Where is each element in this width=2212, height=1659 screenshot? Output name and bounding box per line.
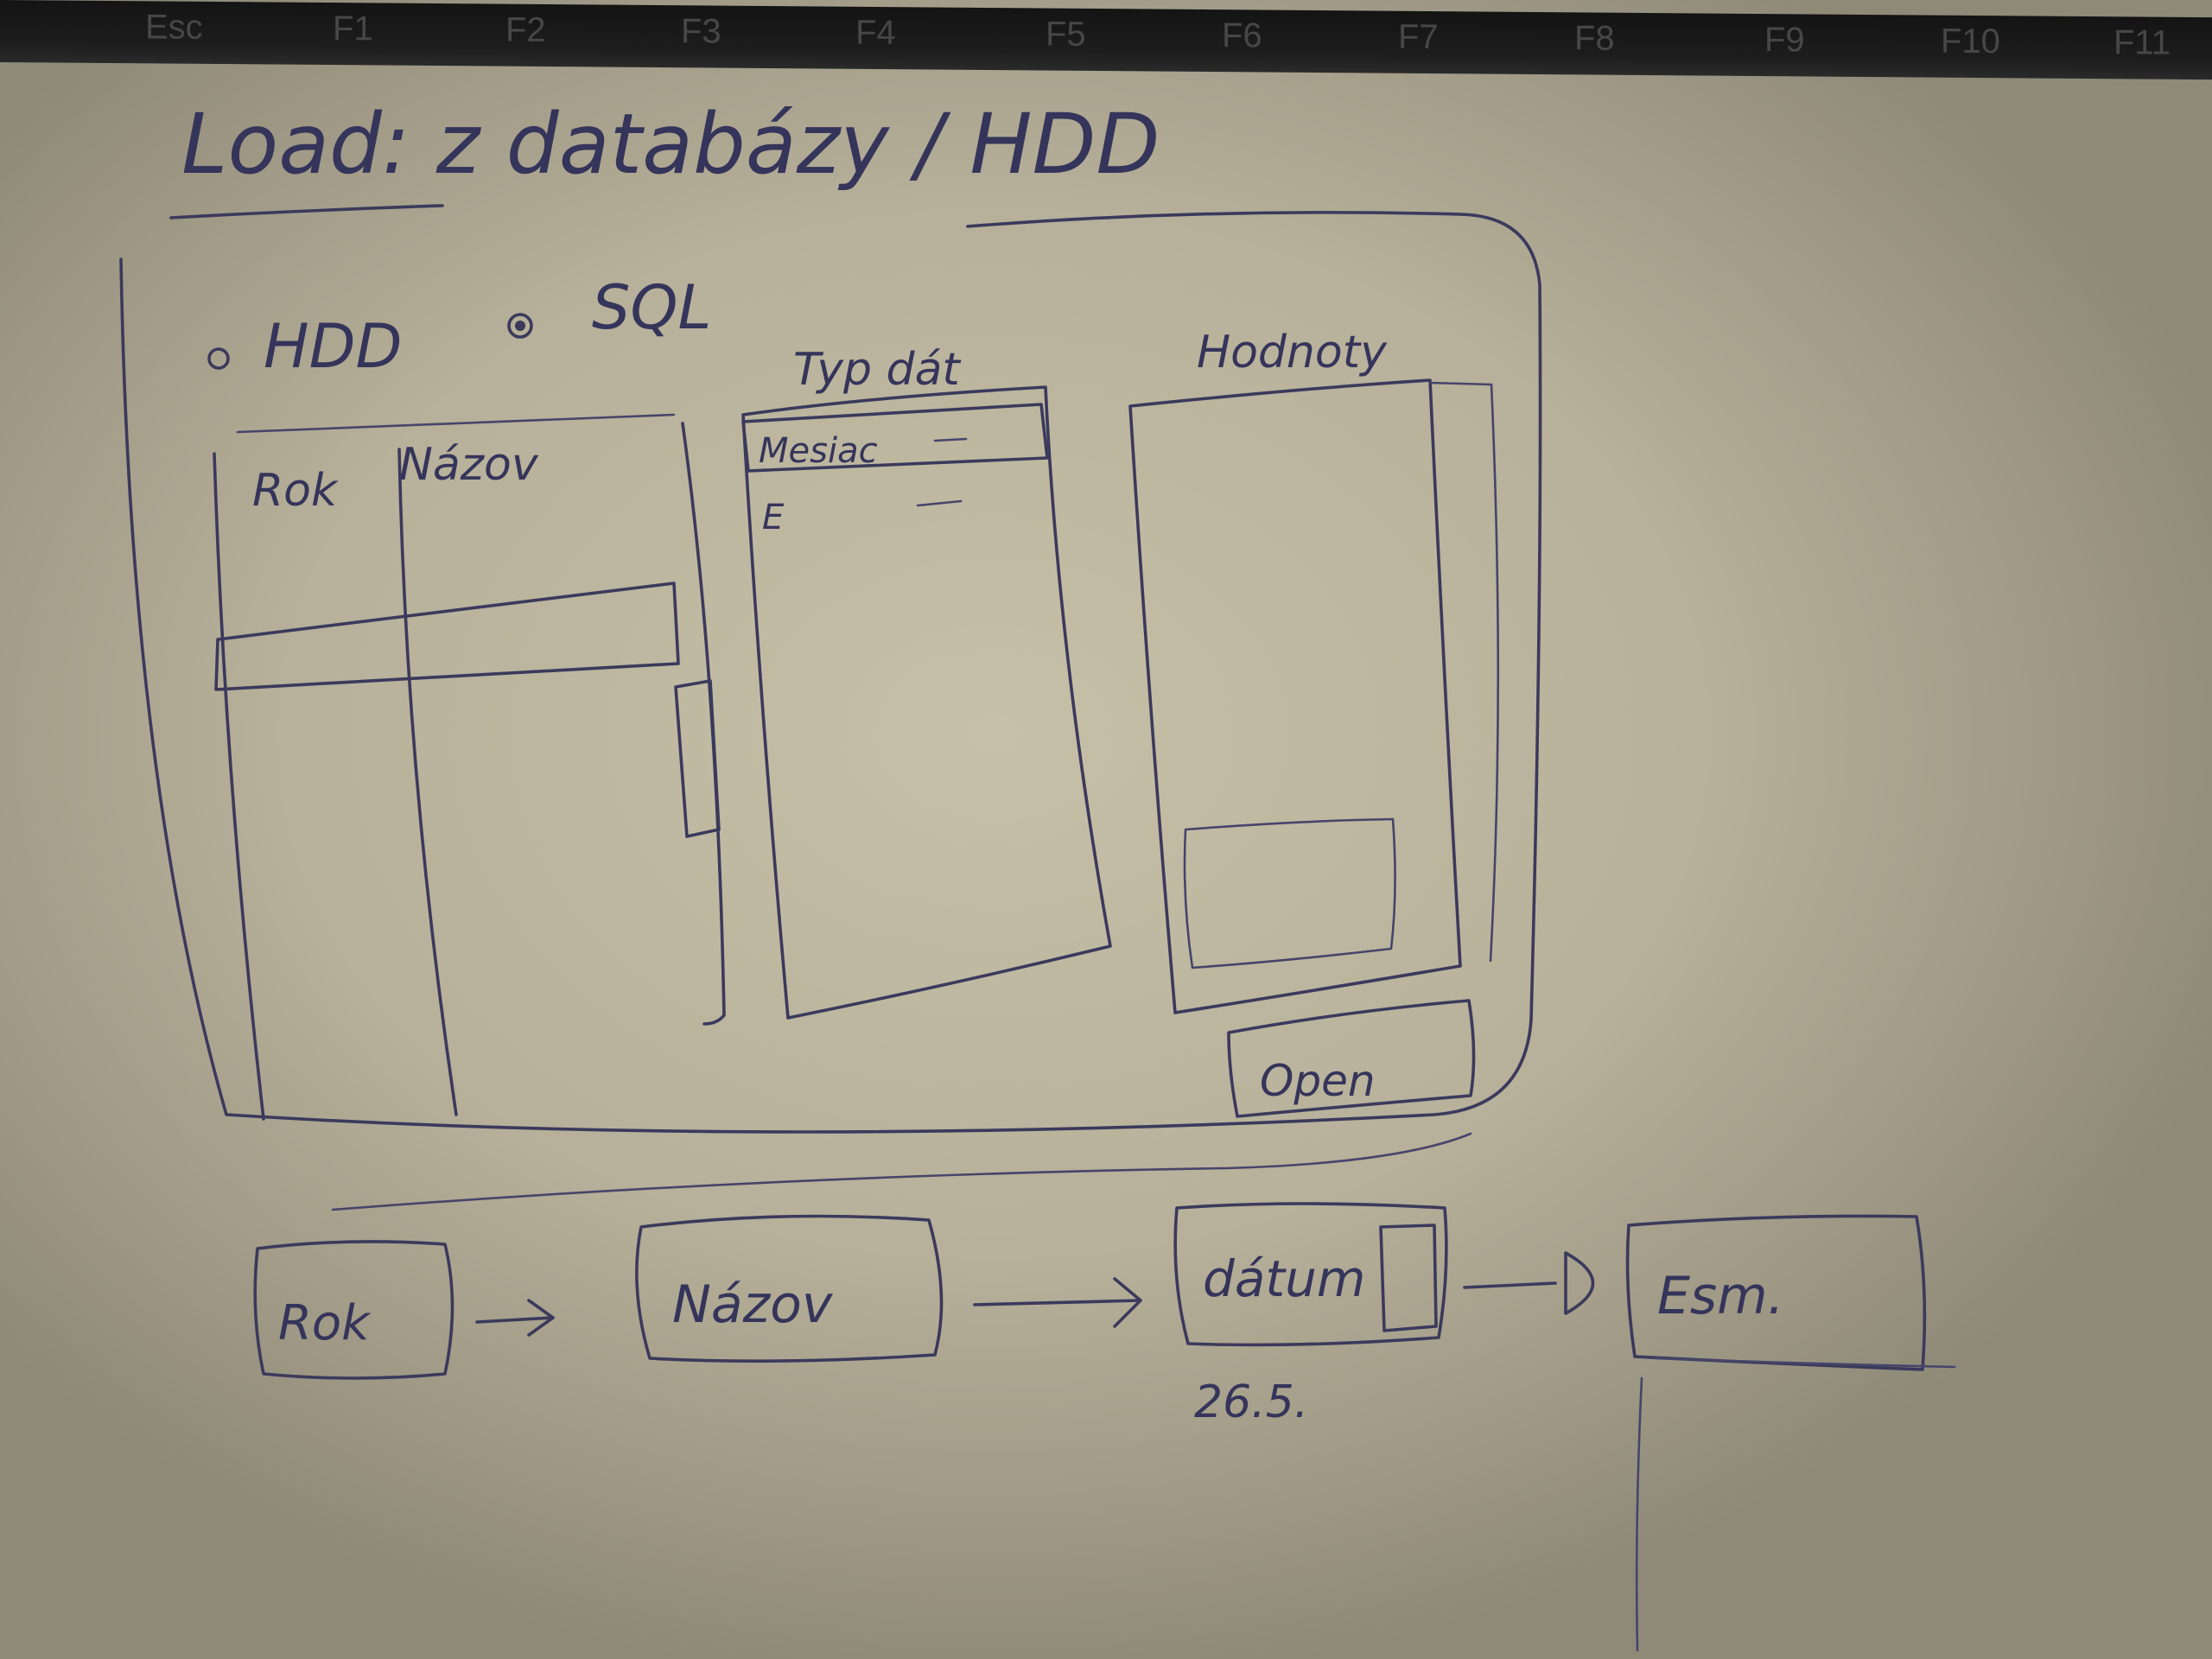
radio-hdd-label: HDD	[264, 311, 402, 382]
flow-arrow-2	[973, 1277, 1142, 1328]
flow-arrow-1	[475, 1299, 555, 1337]
preview-header: Hodnoty	[1197, 327, 1388, 378]
frame-shadow	[331, 1132, 1472, 1211]
table-selected-row[interactable]	[214, 582, 680, 691]
flow-box-esm-underline	[1653, 1357, 1956, 1369]
list-selected-row[interactable]	[741, 403, 1049, 473]
list-row-2-value	[916, 499, 963, 507]
data-type-list: Typ dát Mesiac E	[741, 344, 1112, 1020]
title-underline	[169, 204, 444, 219]
flow-box-datum-stepper[interactable]	[1379, 1224, 1438, 1332]
flow-box-esm	[1625, 1214, 1927, 1371]
radio-sql-selected-dot	[515, 321, 525, 331]
flow-box-datum-label: dátum	[1203, 1249, 1365, 1308]
dialog-frame	[119, 211, 1542, 1134]
sketch-title: Load: z databázy / HDD	[181, 96, 1160, 193]
list-header: Typ dát	[793, 344, 961, 396]
export-flow: Rok Názov dátum 26.5. Esm.	[253, 1202, 1956, 1652]
flow-box-datum	[1173, 1202, 1448, 1347]
flow-box-datum-sublabel: 26.5.	[1194, 1376, 1308, 1428]
flow-arrow-3	[1463, 1251, 1595, 1315]
column-header-nazov: Názov	[399, 439, 539, 491]
preview-inner-box	[1183, 817, 1396, 969]
radio-hdd-icon[interactable]	[207, 347, 230, 370]
table-left-edge	[213, 452, 265, 1121]
radio-sql-icon[interactable]	[507, 313, 533, 339]
flow-box-rok-label: Rok	[278, 1295, 372, 1351]
flow-box-nazov	[635, 1214, 944, 1363]
open-button-label: Open	[1260, 1056, 1376, 1106]
column-divider	[397, 448, 458, 1116]
flow-box-rok	[253, 1240, 454, 1380]
table-top-edge	[236, 413, 676, 434]
flow-box-nazov-label: Názov	[672, 1274, 834, 1335]
flow-box-esm-label: Esm.	[1657, 1266, 1784, 1326]
list-frame	[741, 385, 1112, 1020]
preview-shadow	[1428, 381, 1500, 963]
preview-frame	[1128, 378, 1462, 1014]
flow-trailing-line	[1635, 1376, 1643, 1652]
list-row-1[interactable]: Mesiac	[759, 431, 878, 471]
column-header-rok: Rok	[252, 465, 339, 517]
radio-sql-label: SQL	[592, 272, 712, 343]
values-preview: Hodnoty Open	[1128, 327, 1500, 1118]
open-button[interactable]	[1227, 999, 1476, 1118]
records-table: Rok Názov	[213, 413, 726, 1121]
list-row-2[interactable]: E	[762, 498, 785, 537]
table-right-edge	[681, 422, 726, 1026]
list-row-1-value	[933, 437, 968, 442]
table-scrollbar-thumb[interactable]	[674, 679, 721, 838]
